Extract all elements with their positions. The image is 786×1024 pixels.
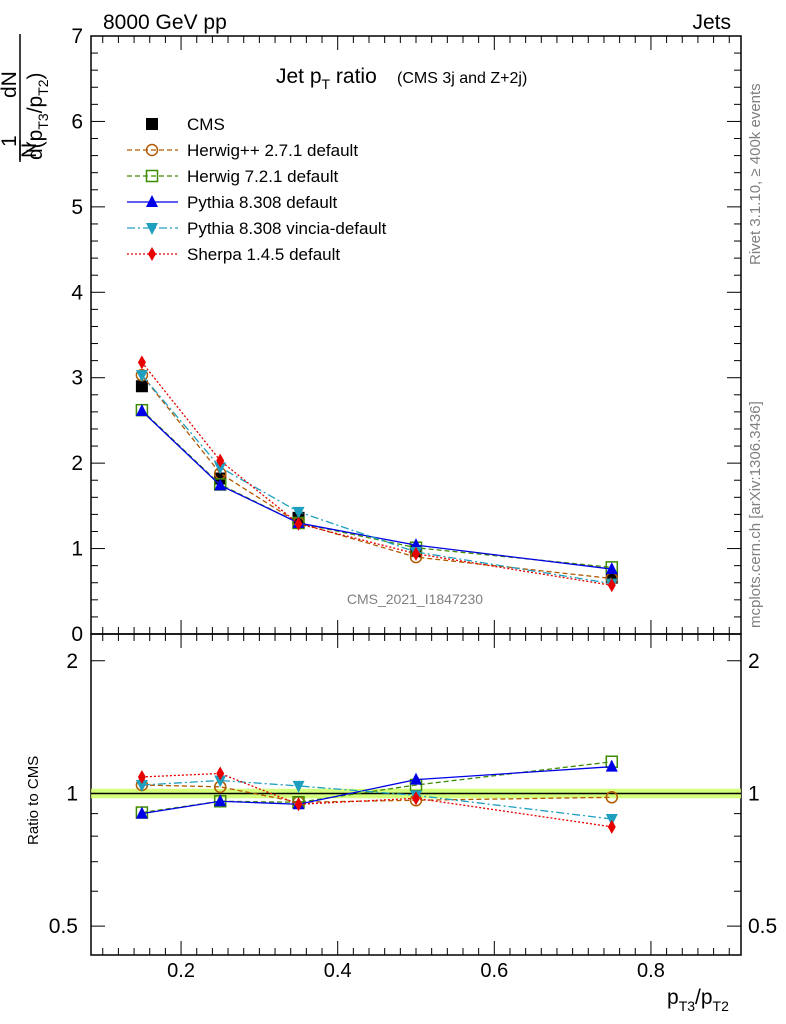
y-tick-label: 3 (71, 367, 83, 390)
legend-label: Herwig++ 2.7.1 default (187, 141, 358, 160)
ratio-y-tick-label-right: 1 (748, 782, 760, 805)
axis-tick-labels: 0.2 0.4 0.6 0.8 0 1 2 3 4 5 6 7 0.5 0.5 1 1 2 2 (49, 25, 777, 982)
data-point (135, 380, 148, 393)
data-point (214, 794, 227, 807)
data-point (137, 769, 146, 784)
plot-subtitle: (CMS 3j and Z+2j) (397, 70, 527, 87)
header-left: 8000 GeV pp (103, 11, 227, 34)
data-point (216, 453, 225, 468)
ylabel-N: N (18, 143, 41, 158)
ylabel-denominator: d(pT3/pT2) (24, 72, 51, 160)
x-tick-label: 0.4 (324, 960, 352, 982)
y-tick-label: 0 (71, 623, 83, 646)
legend-entry: Herwig 7.2.1 default (127, 167, 338, 186)
data-point (607, 819, 616, 834)
series-line (141, 409, 612, 569)
plot-title: Jet pT ratio (276, 65, 377, 92)
data-point (292, 506, 305, 519)
ylabel-one: 1 (0, 135, 21, 147)
legend-label: Sherpa 1.4.5 default (187, 245, 340, 264)
data-point (605, 791, 619, 804)
ratio-series-sherpa-1-4-5-default (137, 766, 616, 834)
y-tick-label: 7 (71, 25, 83, 48)
series-line (141, 761, 612, 814)
data-point (146, 195, 158, 207)
data-point (410, 772, 422, 785)
data-point (294, 516, 303, 531)
data-point (146, 118, 158, 130)
legend: CMS Herwig++ 2.7.1 default Herwig 7.2.1 de… (127, 115, 387, 264)
series-sherpa-1-4-5-default (137, 355, 616, 593)
data-point (145, 143, 159, 157)
data-point (148, 247, 156, 261)
data-point (137, 355, 146, 370)
x-tick-label: 0.6 (480, 960, 508, 982)
series-herwig-7-2-1-default (135, 403, 619, 574)
ratio-y-tick-label: 0.5 (49, 915, 78, 938)
ratio-y-tick-label: 1 (66, 782, 78, 805)
legend-entry: CMS (146, 115, 225, 134)
series-herwig-2-7-1-default (135, 368, 619, 585)
data-point (292, 780, 305, 793)
data-point (146, 223, 158, 235)
data-point (294, 797, 303, 812)
rivet-label: Rivet 3.1.10, ≥ 400k events (747, 83, 764, 265)
x-tick-label: 0.8 (637, 960, 665, 982)
series-line (141, 361, 612, 586)
data-point (135, 370, 148, 383)
x-axis-label: pT3/pT2 (667, 986, 729, 1014)
legend-entry: Sherpa 1.4.5 default (127, 245, 340, 264)
y-tick-label: 4 (71, 281, 83, 304)
ylabel-dN: dN (0, 71, 21, 98)
ratio-series-group (135, 755, 619, 834)
series-pythia-8-308-vincia-default (135, 370, 618, 591)
ratio-y-tick-label-right: 2 (748, 650, 760, 673)
data-point (605, 759, 618, 772)
series-line (141, 374, 612, 585)
data-point (214, 478, 227, 491)
legend-entry: Herwig++ 2.7.1 default (127, 141, 358, 160)
data-point (135, 404, 148, 417)
legend-label: Pythia 8.308 vincia-default (187, 219, 387, 238)
legend-label: Pythia 8.308 default (187, 193, 338, 212)
analysis-watermark: CMS_2021_I1847230 (347, 591, 483, 607)
data-point (605, 562, 618, 575)
data-point (214, 462, 227, 475)
series-pythia-8-308-default (135, 404, 618, 575)
data-point (135, 806, 148, 819)
y-tick-label: 5 (71, 196, 83, 219)
y-tick-label: 6 (71, 110, 83, 133)
ratio-y-tick-label: 2 (66, 650, 78, 673)
data-point (412, 791, 420, 806)
y-tick-label: 1 (71, 538, 83, 561)
ratio-y-axis-label: Ratio to CMS (25, 756, 42, 845)
x-tick-label: 0.2 (167, 960, 195, 982)
data-point (412, 546, 420, 561)
data-point (145, 169, 159, 183)
data-point (216, 766, 225, 781)
data-point (214, 775, 227, 788)
main-y-axis-label: 1 N dN d(pT3/pT2) (0, 34, 51, 162)
mcplots-label: mcplots.cern.ch [arXiv:1306.3436] (747, 401, 764, 628)
series-line (141, 772, 612, 828)
y-tick-label: 2 (71, 452, 83, 475)
legend-label: CMS (187, 115, 225, 134)
main-series-group (135, 355, 619, 593)
header-right: Jets (692, 11, 731, 34)
series-line (141, 784, 612, 803)
legend-label: Herwig 7.2.1 default (187, 167, 338, 186)
series-cms (135, 380, 618, 584)
legend-entry: Pythia 8.308 default (127, 193, 338, 212)
axis-ticks (91, 35, 741, 955)
data-point (607, 578, 616, 593)
data-point (135, 780, 148, 793)
legend-entry: Pythia 8.308 vincia-default (127, 219, 387, 238)
ratio-y-tick-label-right: 0.5 (748, 915, 777, 938)
